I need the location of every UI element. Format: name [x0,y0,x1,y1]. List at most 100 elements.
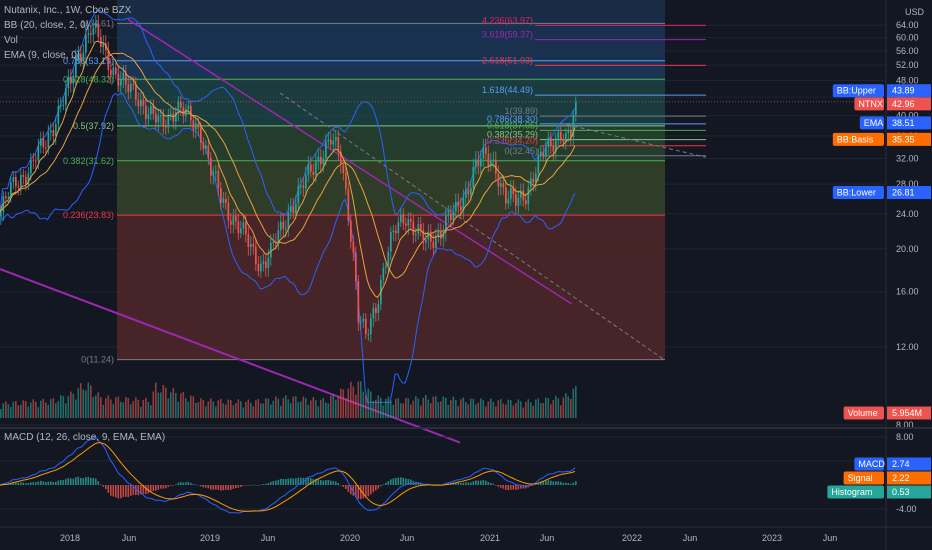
fib-right-label: 3.618(59.37) [482,30,533,40]
macd-histogram-bar [22,482,25,485]
candle-body [7,197,10,199]
macd-histogram-bar [27,483,30,485]
volume-bar [237,399,240,418]
macd-histogram-bar [222,485,225,491]
candle-body [377,303,380,313]
macd-histogram-bar [25,483,27,485]
volume-bar [160,392,162,418]
volume-bar [505,404,507,418]
macd-histogram-bar [62,480,65,485]
candle-body [140,99,142,107]
macd-histogram-bar [197,484,200,486]
candle-body [40,138,42,146]
candle-body [460,206,462,211]
macd-histogram-bar [347,485,350,492]
candle-body [85,34,87,53]
bb-lower-line [0,92,576,403]
candle-body [462,197,465,211]
price-tag-value: 38.51 [892,118,915,128]
macd-histogram-bar [97,481,100,485]
candle-body [250,243,252,247]
macd-histogram-bar [85,477,87,485]
fib-zone [117,79,665,126]
macd-histogram-bar [325,480,327,485]
candle-body [267,257,270,268]
candle-body [25,176,27,185]
macd-tag-name: Signal [848,473,873,483]
candle-body [455,201,457,212]
volume-bar [530,402,532,418]
volume-bar [210,398,212,418]
volume-bar [25,401,27,418]
price-tick-label: 56.00 [896,46,919,56]
volume-bar [502,403,505,418]
price-tag-value: 42.96 [892,99,915,109]
volume-bar [340,388,342,418]
candle-body [407,219,410,226]
candle-body [447,213,450,216]
volume-bar [517,399,520,418]
macd-histogram-bar [127,485,130,498]
candle-body [375,307,377,313]
macd-tag-value: 2.22 [892,473,910,483]
macd-histogram-bar [390,479,392,485]
macd-histogram-bar [32,482,35,485]
candle-body [235,216,237,222]
volume-bar [550,404,552,418]
candle-body [30,159,32,174]
macd-histogram-bar [455,482,457,485]
candle-body [305,174,307,189]
volume-bar [7,404,10,418]
candle-body [275,241,277,244]
macd-histogram-bar [92,478,95,485]
candle-body [187,105,190,109]
macd-histogram-bar [400,477,402,485]
volume-bar [140,406,142,418]
macd-histogram-bar [365,485,367,498]
volume-bar [240,401,242,418]
candle-body [205,145,207,149]
volume-bar [477,402,480,418]
candle-body [162,115,165,126]
legend-bb[interactable]: BB (20, close, 2, 0) [4,20,90,31]
volume-bar [167,398,170,418]
macd-histogram-bar [195,484,197,486]
candle-body [60,105,62,107]
macd-histogram-bar [247,485,250,486]
legend-ema[interactable]: EMA (9, close, 0) [4,50,81,61]
price-tick-label: 24.00 [896,209,919,219]
legend-vol[interactable]: Vol [4,35,18,46]
candle-body [142,99,145,106]
candle-body [245,222,247,235]
macd-histogram-bar [102,485,105,487]
candle-body [170,113,172,115]
fib-zone-top [117,0,665,24]
macd-histogram-bar [522,485,525,489]
macd-histogram-bar [52,482,55,485]
volume-bar [77,387,80,418]
volume-bar [252,406,255,418]
volume-bar [280,405,282,418]
time-tick-label: 2018 [60,533,80,543]
price-tick-label: 28.00 [896,179,919,189]
price-tick-label: 48.00 [896,76,919,86]
volume-bar [287,399,290,418]
candle-body [280,221,282,231]
candle-body [105,43,107,51]
candle-body [265,261,267,268]
price-tag-value-bg [887,116,931,130]
macd-histogram-bar [387,481,390,485]
volume-bar [257,398,260,418]
macd-histogram-bar [20,482,22,485]
volume-bar [430,403,432,418]
macd-histogram-bar [507,485,510,491]
candle-body [5,196,7,199]
time-tick-label: Jun [400,533,415,543]
macd-histogram-bar [240,485,242,487]
volume-bar [207,401,210,418]
macd-histogram-bar [142,485,145,494]
macd-title[interactable]: MACD (12, 26, close, 9, EMA, EMA) [4,432,166,443]
volume-bar [17,405,20,418]
volume-bar [92,397,95,418]
